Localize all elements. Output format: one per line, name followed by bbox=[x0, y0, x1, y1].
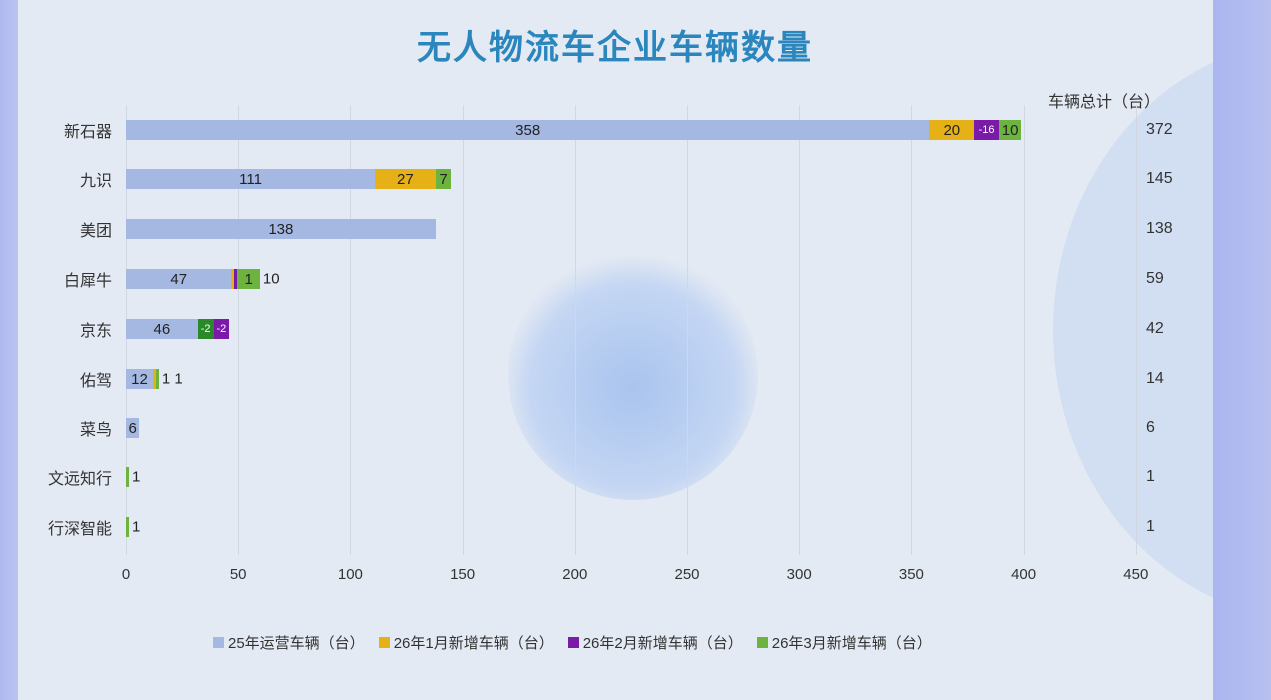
bar-segment[interactable]: 1 bbox=[237, 269, 260, 289]
bar-value-label: 1 bbox=[132, 518, 141, 536]
category-label: 行深智能 bbox=[47, 521, 112, 538]
legend: 25年运营车辆（台） 26年1月新增车辆（台） 26年2月新增车辆（台） 26年… bbox=[213, 632, 932, 653]
bar-segment[interactable]: 27 bbox=[375, 169, 436, 189]
bar-segment[interactable] bbox=[126, 517, 129, 537]
row-total: 42 bbox=[1146, 320, 1164, 337]
legend-item-jan[interactable]: 26年1月新增车辆（台） bbox=[378, 632, 554, 653]
category-label: 九识 bbox=[79, 173, 112, 190]
bar-segment[interactable] bbox=[231, 269, 235, 289]
bar-segment[interactable]: 47 bbox=[126, 269, 232, 289]
row-total: 59 bbox=[1146, 270, 1164, 287]
legend-item-mar[interactable]: 26年3月新增车辆（台） bbox=[756, 632, 932, 653]
x-tick-label: 0 bbox=[121, 566, 131, 583]
bar-segment[interactable] bbox=[155, 369, 159, 389]
row-total: 14 bbox=[1146, 370, 1164, 387]
category-label: 佑驾 bbox=[79, 373, 112, 390]
x-tick-label: 300 bbox=[786, 566, 812, 583]
category-label: 京东 bbox=[79, 323, 112, 340]
x-tick-label: 100 bbox=[337, 566, 363, 583]
bar-segment[interactable] bbox=[126, 467, 129, 487]
gridline bbox=[574, 105, 576, 555]
legend-swatch-icon bbox=[756, 637, 768, 648]
x-tick-label: 50 bbox=[229, 566, 247, 583]
bar-segment[interactable]: 20 bbox=[929, 120, 975, 140]
decorative-arc bbox=[1053, 40, 1213, 620]
legend-label: 26年1月新增车辆（台） bbox=[393, 635, 554, 652]
x-tick-label: 400 bbox=[1011, 566, 1037, 583]
row-total: 138 bbox=[1146, 220, 1173, 237]
x-tick-label: 350 bbox=[898, 566, 924, 583]
gridline bbox=[350, 105, 352, 555]
bar-segment[interactable]: 138 bbox=[126, 219, 436, 239]
frame-left bbox=[0, 0, 18, 700]
decorative-orb bbox=[508, 250, 758, 500]
bar-segment[interactable]: 358 bbox=[126, 120, 930, 140]
row-total: 372 bbox=[1146, 121, 1173, 138]
x-tick-label: 450 bbox=[1123, 566, 1149, 583]
legend-label: 25年运营车辆（台） bbox=[228, 635, 365, 652]
bar-value-label: 10 bbox=[262, 270, 280, 288]
gridline bbox=[687, 105, 688, 555]
totals-header: 车辆总计（台） bbox=[1048, 94, 1161, 111]
gridline bbox=[911, 105, 913, 555]
bar-segment[interactable]: 12 bbox=[126, 369, 153, 389]
legend-item-feb[interactable]: 26年2月新增车辆（台） bbox=[567, 632, 743, 653]
legend-swatch-icon bbox=[378, 637, 390, 648]
bar-segment[interactable] bbox=[152, 369, 156, 389]
bar-value-label: 1 1 bbox=[161, 370, 183, 388]
frame-right bbox=[1213, 0, 1271, 700]
gridline bbox=[799, 105, 801, 555]
chart-title: 无人物流车企业车辆数量 bbox=[417, 29, 813, 67]
row-total: 145 bbox=[1146, 170, 1173, 187]
x-tick-label: 200 bbox=[562, 566, 588, 583]
bar-segment[interactable]: 7 bbox=[435, 169, 452, 189]
row-total: 6 bbox=[1146, 419, 1155, 436]
legend-swatch-icon bbox=[567, 637, 579, 648]
gridline bbox=[1023, 105, 1025, 555]
legend-item-25[interactable]: 25年运营车辆（台） bbox=[213, 632, 365, 653]
category-label: 文远知行 bbox=[47, 471, 112, 488]
bar-value-label: 1 bbox=[132, 468, 141, 486]
bar-segment[interactable]: 111 bbox=[126, 169, 376, 189]
x-tick-label: 150 bbox=[450, 566, 476, 583]
category-label: 菜鸟 bbox=[79, 422, 112, 439]
category-label: 白犀牛 bbox=[63, 273, 112, 290]
gridline bbox=[1135, 105, 1137, 555]
category-label: 美团 bbox=[79, 223, 112, 240]
legend-swatch-icon bbox=[213, 637, 224, 648]
bar-segment[interactable]: -2 bbox=[213, 319, 230, 339]
bar-segment[interactable]: -16 bbox=[974, 120, 999, 140]
bar-segment[interactable]: 6 bbox=[126, 418, 140, 438]
bar-segment[interactable]: 46 bbox=[126, 319, 198, 339]
row-total: 1 bbox=[1146, 468, 1155, 485]
gridline bbox=[238, 105, 240, 555]
x-tick-label: 250 bbox=[674, 566, 700, 583]
gridline bbox=[462, 105, 464, 555]
bar-segment[interactable] bbox=[234, 269, 238, 289]
bar-segment[interactable]: 10 bbox=[998, 120, 1022, 140]
legend-label: 26年3月新增车辆（台） bbox=[771, 635, 932, 652]
bar-segment[interactable]: -2 bbox=[197, 319, 214, 339]
legend-label: 26年2月新增车辆（台） bbox=[582, 635, 743, 652]
chart-canvas bbox=[18, 0, 1213, 700]
category-label: 新石器 bbox=[63, 124, 112, 141]
row-total: 1 bbox=[1146, 518, 1155, 535]
